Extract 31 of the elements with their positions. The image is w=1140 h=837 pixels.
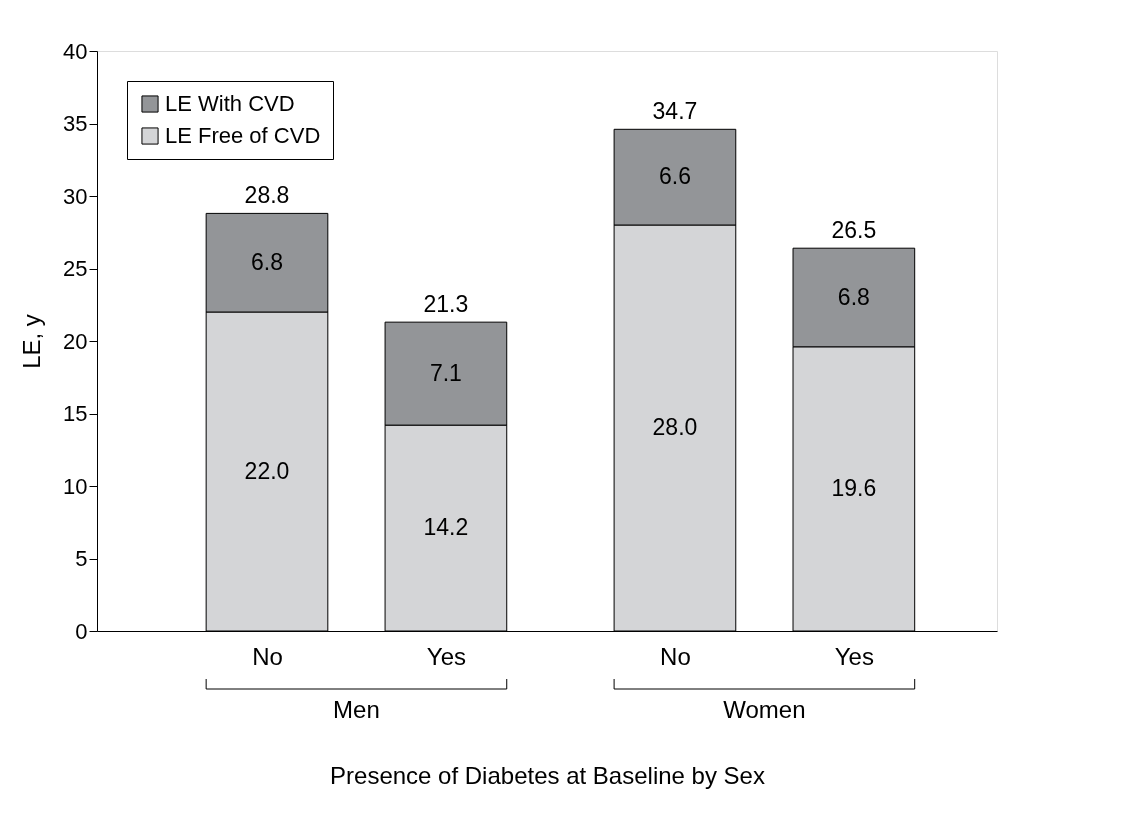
y-tick-label: 25 [63,256,88,281]
x-tick-label: Yes [426,642,466,670]
y-axis-title: LE, y [18,314,46,369]
legend-label: LE Free of CVD [165,123,321,148]
data-label: 22.0 [244,457,290,484]
total-label: 34.7 [652,98,698,125]
x-tick-label: No [252,642,283,670]
x-tick-label: Yes [834,642,874,670]
y-tick-label: 5 [75,546,88,571]
y-tick-label: 30 [63,183,88,209]
x-axis-title: Presence of Diabetes at Baseline by Sex [330,761,765,789]
y-tick-label: 40 [63,38,88,64]
total-label: 21.3 [423,291,469,318]
text: Women [723,696,806,723]
y-tick-label: 35 [63,111,88,136]
data-label: 7.1 [429,359,462,386]
data-label: 28.0 [652,414,698,440]
legend-label: LE With CVD [165,91,295,116]
data-label: 19.6 [831,474,877,501]
data-label: 6.8 [837,283,870,310]
text: Men [333,696,380,723]
y-tick-label: 10 [63,473,88,499]
total-label: 26.5 [831,217,877,244]
data-label: 14.2 [423,514,469,541]
y-tick-label: 15 [63,401,88,426]
data-label: 6.8 [250,248,283,275]
data-label: 6.6 [658,163,691,190]
y-tick-label: 0 [75,618,88,644]
x-tick-label: No [660,642,691,670]
y-tick-label: 20 [63,328,88,354]
total-label: 28.8 [244,182,290,209]
